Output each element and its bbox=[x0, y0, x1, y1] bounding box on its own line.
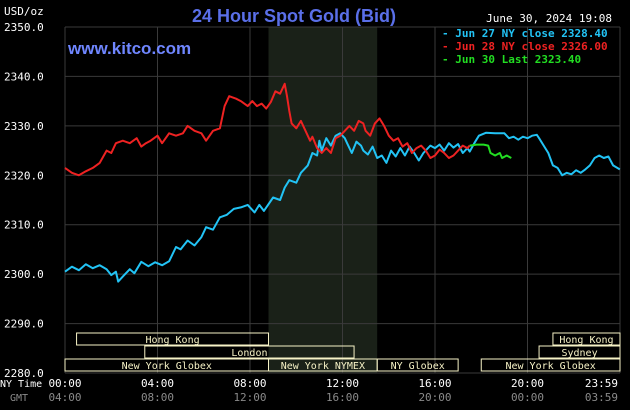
x-tick-label-gmt: 08:00 bbox=[141, 391, 174, 404]
y-tick-label: 2340.0 bbox=[4, 70, 44, 83]
x-tick-label-ny: 00:00 bbox=[48, 377, 81, 390]
y-tick-label: 2320.0 bbox=[4, 169, 44, 182]
legend-entry-jun28: - Jun 28 NY close 2326.00 bbox=[442, 40, 608, 53]
y-tick-label: 2350.0 bbox=[4, 21, 44, 34]
series-line-jun28 bbox=[64, 82, 471, 177]
series-line-jun27 bbox=[64, 131, 621, 283]
x-tick-label-ny: 16:00 bbox=[418, 377, 451, 390]
y-tick-label: 2300.0 bbox=[4, 268, 44, 281]
session-label: New York Globex bbox=[505, 361, 595, 372]
session-label: New York NYMEX bbox=[281, 361, 365, 372]
session-box bbox=[76, 332, 269, 346]
nymex-shade-layer bbox=[268, 27, 378, 373]
gmt-label: GMT bbox=[10, 393, 28, 404]
x-tick-label-ny: 08:00 bbox=[233, 377, 266, 390]
session-label: Hong Kong bbox=[559, 335, 613, 346]
session-label: New York Globex bbox=[122, 361, 212, 372]
nymex-shaded-region bbox=[268, 27, 378, 373]
grid-layer bbox=[64, 26, 621, 374]
legend-entry-jun27: - Jun 27 NY close 2328.40 bbox=[442, 27, 608, 40]
x-tick-labels: 00:00 04:00 08:00 12:00 16:00 20:00 23:5904:00… bbox=[48, 377, 618, 404]
x-tick-label-gmt: 16:00 bbox=[326, 391, 359, 404]
x-tick-label-gmt: 20:00 bbox=[418, 391, 451, 404]
session-label: NY Globex bbox=[391, 361, 445, 372]
session-label: London bbox=[231, 348, 267, 359]
x-tick-label-gmt: 12:00 bbox=[233, 391, 266, 404]
x-tick-label-gmt: 00:00 bbox=[511, 391, 544, 404]
x-tick-label-gmt: 04:00 bbox=[48, 391, 81, 404]
x-tick-label-gmt: 03:59 bbox=[585, 391, 618, 404]
session-box bbox=[144, 345, 355, 359]
y-tick-label: 2310.0 bbox=[4, 219, 44, 232]
ny-time-label: NY Time bbox=[0, 379, 42, 390]
session-box bbox=[480, 358, 621, 372]
y-tick-label: 2290.0 bbox=[4, 318, 44, 331]
y-tick-label: 2330.0 bbox=[4, 120, 44, 133]
session-bars: Hong Kong Hong Kong London Sydney New York G… bbox=[64, 332, 621, 372]
chart-title: 24 Hour Spot Gold (Bid) bbox=[192, 6, 396, 26]
session-box bbox=[538, 345, 621, 359]
series-line-jun30 bbox=[469, 143, 512, 159]
x-tick-label-ny: 23:59 bbox=[585, 377, 618, 390]
x-tick-label-ny: 20:00 bbox=[511, 377, 544, 390]
session-label: Sydney bbox=[561, 348, 597, 359]
y-unit-label: USD/oz bbox=[4, 5, 44, 18]
session-label: Hong Kong bbox=[145, 335, 199, 346]
x-tick-label-ny: 04:00 bbox=[141, 377, 174, 390]
date-time-stamp: June 30, 2024 19:08 bbox=[486, 12, 612, 25]
series-layer bbox=[64, 82, 621, 283]
x-tick-label-ny: 12:00 bbox=[326, 377, 359, 390]
session-box bbox=[552, 332, 621, 346]
session-box bbox=[376, 358, 459, 372]
legend: - Jun 27 NY close 2328.40 - Jun 28 NY cl… bbox=[442, 27, 608, 66]
legend-entry-jun30: - Jun 30 Last 2323.40 bbox=[442, 53, 581, 66]
y-tick-label: 2280.0 bbox=[4, 367, 44, 380]
y-tick-labels: 2280.0 2290.0 2300.0 2310.0 2320.0 2330.0 2340… bbox=[4, 21, 44, 380]
kitco-watermark: www.kitco.com bbox=[67, 39, 191, 58]
